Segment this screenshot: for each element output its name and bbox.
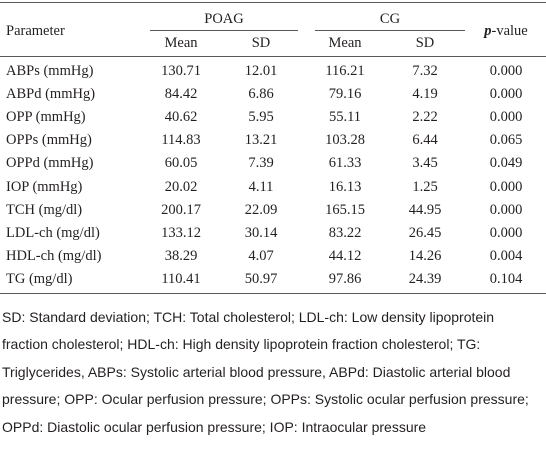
cell: 22.09 (244, 201, 278, 218)
row-label: TG (mg/dl) (6, 270, 73, 287)
cell: 0.000 (489, 178, 523, 195)
footnote: SD: Standard deviation; TCH: Total chole… (2, 309, 529, 435)
cell: 6.44 (412, 132, 438, 149)
row-label: OPP (mmHg) (6, 109, 86, 126)
cell: 97.86 (328, 270, 362, 287)
p-rest: -value (491, 23, 528, 39)
cell: 60.05 (164, 155, 198, 172)
cell: 0.004 (489, 247, 523, 264)
cell: 4.19 (412, 86, 438, 103)
cell: 114.83 (161, 132, 201, 149)
cell: 40.62 (164, 109, 198, 126)
header-cell: p-value (466, 21, 546, 41)
cell: 26.45 (408, 224, 442, 241)
sub-header: SD (415, 35, 435, 51)
cell: 0.049 (489, 155, 523, 172)
row-label: LDL-ch (mg/dl) (6, 224, 100, 241)
cell: 12.01 (244, 63, 278, 79)
cell: 3.45 (412, 155, 438, 172)
row-label: TCH (mg/dl) (6, 201, 83, 218)
cell: 24.39 (408, 270, 442, 287)
row-label: OPPs (mmHg) (6, 132, 92, 149)
group-header: POAG (204, 11, 244, 27)
header-cell: Parameter (6, 23, 65, 39)
cell: 0.000 (489, 86, 523, 103)
group-header: CG (379, 11, 401, 27)
cell: 0.000 (489, 109, 523, 126)
cell: 4.11 (248, 178, 274, 195)
cell: 38.29 (164, 247, 198, 264)
cell: 0.000 (489, 224, 523, 241)
cell: 200.17 (161, 201, 201, 218)
rule (150, 30, 298, 31)
cell: 0.065 (489, 132, 523, 149)
cell: 103.28 (325, 132, 365, 149)
cell: 50.97 (244, 270, 278, 287)
p-italic: p (484, 23, 492, 39)
cell: 79.16 (328, 86, 362, 103)
cell: 55.11 (328, 109, 362, 126)
cell: 1.25 (412, 178, 438, 195)
cell: 16.13 (328, 178, 362, 195)
rule (315, 30, 465, 31)
cell: 7.32 (412, 63, 438, 79)
sub-header: Mean (328, 35, 362, 51)
cell: 84.42 (164, 86, 198, 103)
sub-header: Mean (164, 35, 198, 51)
cell: 83.22 (328, 224, 362, 241)
cell: 0.000 (489, 63, 523, 79)
cell: 61.33 (328, 155, 362, 172)
rule (0, 56, 546, 57)
cell: 6.86 (248, 86, 274, 103)
cell: 5.95 (248, 109, 274, 126)
cell: 20.02 (164, 178, 198, 195)
cell: 44.12 (328, 247, 362, 264)
cell: 2.22 (412, 109, 438, 126)
cell: 110.41 (161, 270, 201, 287)
cell: 0.000 (489, 201, 523, 218)
sub-header: SD (251, 35, 271, 51)
row-label: IOP (mmHg) (6, 178, 83, 195)
row-label: ABPd (mmHg) (6, 86, 96, 103)
cell: 0.104 (489, 270, 523, 287)
cell: 130.71 (161, 63, 201, 79)
cell: 14.26 (408, 247, 442, 264)
cell: 13.21 (244, 132, 278, 149)
rule (0, 2, 546, 3)
cell: 116.21 (325, 63, 365, 79)
cell: 7.39 (248, 155, 274, 172)
cell: 44.95 (408, 201, 442, 218)
cell: 4.07 (248, 247, 274, 264)
row-label: OPPd (mmHg) (6, 155, 94, 172)
cell: 133.12 (161, 224, 201, 241)
cell: 165.15 (325, 201, 365, 218)
row-label: ABPs (mmHg) (6, 63, 94, 79)
row-label: HDL-ch (mg/dl) (6, 247, 102, 264)
cell: 30.14 (244, 224, 278, 241)
rule (0, 293, 546, 294)
